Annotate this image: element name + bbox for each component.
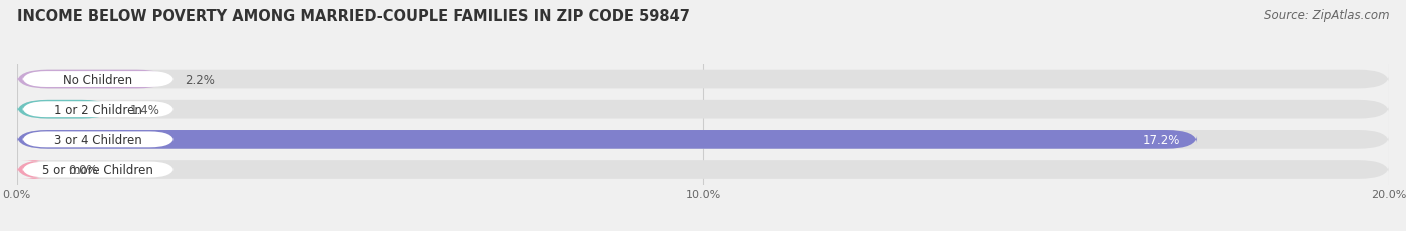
Text: 5 or more Children: 5 or more Children [42,163,153,176]
FancyBboxPatch shape [17,161,1389,179]
Text: No Children: No Children [63,73,132,86]
FancyBboxPatch shape [22,162,173,178]
Text: 0.0%: 0.0% [69,163,98,176]
Text: 1 or 2 Children: 1 or 2 Children [53,103,142,116]
Text: 3 or 4 Children: 3 or 4 Children [53,133,142,146]
FancyBboxPatch shape [22,132,173,148]
FancyBboxPatch shape [17,161,51,179]
FancyBboxPatch shape [22,72,173,88]
Text: 2.2%: 2.2% [186,73,215,86]
FancyBboxPatch shape [17,131,1389,149]
Text: 17.2%: 17.2% [1143,133,1180,146]
Text: 1.4%: 1.4% [131,103,160,116]
FancyBboxPatch shape [17,70,167,89]
FancyBboxPatch shape [22,102,173,118]
FancyBboxPatch shape [17,100,1389,119]
FancyBboxPatch shape [17,100,112,119]
Text: Source: ZipAtlas.com: Source: ZipAtlas.com [1264,9,1389,22]
Text: INCOME BELOW POVERTY AMONG MARRIED-COUPLE FAMILIES IN ZIP CODE 59847: INCOME BELOW POVERTY AMONG MARRIED-COUPL… [17,9,690,24]
FancyBboxPatch shape [17,131,1197,149]
FancyBboxPatch shape [17,70,1389,89]
